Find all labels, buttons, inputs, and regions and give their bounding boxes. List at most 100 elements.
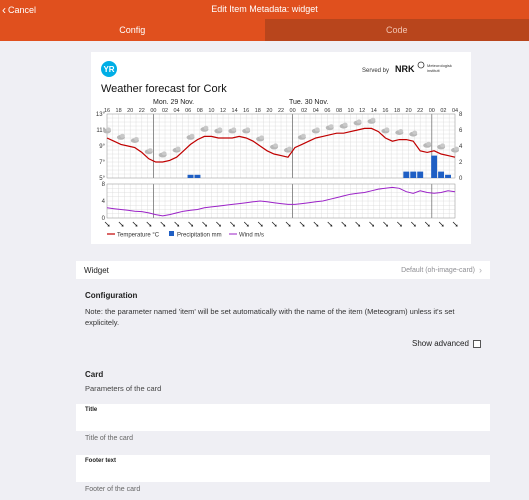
- precip-bar: [187, 174, 194, 178]
- wind-arrow-head: [260, 224, 263, 227]
- footer-text-field-label: Footer text: [85, 458, 117, 464]
- hour-label: 12: [359, 108, 365, 114]
- title-hint: Title of the card: [85, 435, 133, 442]
- precip-bar: [431, 155, 438, 178]
- wind-arrow-head: [385, 224, 388, 227]
- hour-label: 16: [243, 108, 249, 114]
- wind-axis-label: 4: [102, 199, 106, 205]
- hour-label: 18: [255, 108, 261, 114]
- nrk-logo: NRK: [395, 64, 415, 74]
- wind-arrow-head: [274, 224, 277, 227]
- hour-label: 10: [208, 108, 214, 114]
- hour-label: 02: [440, 108, 446, 114]
- precip-bar: [438, 171, 445, 178]
- page-title: Edit Item Metadata: widget: [211, 4, 318, 14]
- legend-precipitation-swatch: [169, 231, 174, 236]
- precip-bar: [417, 171, 424, 178]
- configuration-note: Note: the parameter named 'item' will be…: [85, 307, 455, 327]
- chevron-left-icon: ‹: [2, 2, 6, 17]
- cloud-icon: [328, 124, 334, 129]
- wind-arrow-head: [357, 224, 361, 227]
- hour-label: 14: [232, 108, 238, 114]
- wind-arrow-head: [246, 224, 249, 227]
- tab-code[interactable]: Code: [264, 19, 529, 41]
- cloud-icon: [454, 146, 459, 151]
- wind-arrow-head: [371, 224, 375, 227]
- widget-value-text: Default (oh-image-card): [401, 266, 475, 274]
- wind-arrow-head: [399, 224, 402, 227]
- legend-precipitation: Precipitation mm: [177, 233, 222, 239]
- precip-bar: [403, 171, 410, 178]
- hour-labels: 16 18 20 22 00 02 04 06 08 10 12 14 16 18 20 22 00 02 04 06…: [104, 108, 458, 114]
- precip-bar: [410, 171, 417, 178]
- hour-label: 04: [313, 108, 319, 114]
- hour-label: 18: [116, 108, 122, 114]
- title-input[interactable]: [85, 416, 481, 428]
- cloud-icon: [161, 151, 167, 156]
- cloud-icon: [287, 146, 292, 151]
- cloud-icon: [356, 119, 362, 124]
- title-field-label: Title: [85, 407, 98, 413]
- hour-label: 16: [104, 108, 110, 114]
- hour-label: 02: [301, 108, 307, 114]
- hour-label: 18: [394, 108, 400, 114]
- cloud-icon: [370, 117, 376, 122]
- wind-arrow-head: [344, 224, 347, 227]
- navbar: ‹ Cancel Edit Item Metadata: widget: [0, 0, 529, 19]
- hour-label: 22: [278, 108, 284, 114]
- widget-value: Default (oh-image-card) ›: [401, 265, 482, 275]
- wind-arrow-head: [330, 224, 333, 227]
- widget-select-row[interactable]: Widget Default (oh-image-card) ›: [76, 261, 490, 279]
- wind-line: [106, 186, 456, 217]
- show-advanced-toggle[interactable]: Show advanced: [412, 339, 481, 348]
- chevron-right-icon: ›: [479, 265, 482, 275]
- cloud-icon: [384, 127, 390, 132]
- cloud-icon: [147, 148, 153, 153]
- show-advanced-checkbox[interactable]: [472, 339, 481, 348]
- wind-arrow-head: [190, 224, 194, 227]
- cloud-icon: [259, 135, 265, 140]
- hour-label: 06: [324, 108, 330, 114]
- wind-arrow-head: [288, 224, 291, 227]
- cloud-icon: [273, 143, 278, 148]
- cloud-icon: [426, 141, 432, 146]
- hour-label: 04: [452, 108, 458, 114]
- legend-temperature: Temperature °C: [117, 233, 160, 239]
- met-logo-line1: Meteorologisk: [427, 63, 452, 68]
- configuration-heading: Configuration: [85, 291, 138, 300]
- legend-wind: Wind m/s: [239, 233, 264, 239]
- day-label-2: Tue. 30 Nov.: [289, 99, 328, 106]
- footer-text-input[interactable]: [85, 467, 481, 479]
- precip-axis-label: 6: [459, 128, 463, 134]
- meteogram-title: Weather forecast for Cork: [101, 83, 227, 95]
- hour-label: 22: [417, 108, 423, 114]
- hour-label: 20: [266, 108, 272, 114]
- cloud-icon: [217, 127, 223, 132]
- yr-logo-text: YR: [103, 65, 114, 74]
- hour-label: 08: [197, 108, 203, 114]
- precipitation-bars: [187, 155, 451, 178]
- precip-axis-label: 8: [459, 112, 463, 118]
- hour-label: 22: [139, 108, 145, 114]
- tab-bar: Config Code: [0, 19, 529, 41]
- wind-arrow-head: [149, 224, 152, 227]
- wind-axis-label: 8: [102, 182, 106, 188]
- wind-arrow-head: [204, 224, 208, 227]
- wind-arrow-head: [413, 224, 416, 227]
- temp-axis-label: 5°: [99, 176, 105, 182]
- cancel-button[interactable]: ‹ Cancel: [2, 0, 36, 19]
- cloud-icon: [120, 133, 125, 138]
- temperature-line: [106, 127, 456, 163]
- tab-config[interactable]: Config: [119, 25, 146, 35]
- cloud-icon: [412, 130, 418, 135]
- wind-axis-label: 0: [102, 216, 106, 222]
- hour-label: 12: [220, 108, 226, 114]
- hour-label: 08: [336, 108, 342, 114]
- temp-axis-label: 13°: [96, 112, 106, 118]
- wind-arrow-head: [441, 224, 444, 227]
- hour-label: 06: [185, 108, 191, 114]
- footer-text-field: Footer text: [76, 455, 490, 482]
- meteogram-image: YR Served by NRK Meteorologisk institutt…: [91, 52, 471, 244]
- wind-arrow-head: [218, 224, 221, 227]
- precip-bar: [194, 174, 201, 178]
